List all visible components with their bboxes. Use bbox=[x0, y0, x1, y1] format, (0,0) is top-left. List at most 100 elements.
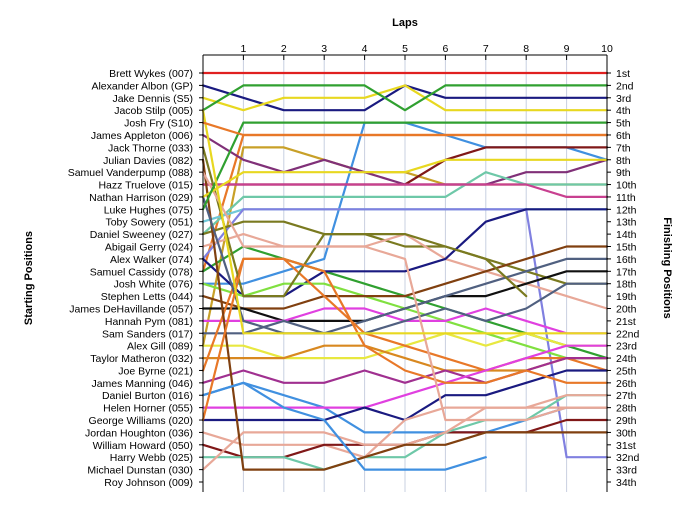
series-line bbox=[201, 121, 609, 211]
starting-position-label: Daniel Sweeney (027) bbox=[90, 229, 193, 241]
x-tick-label: 2 bbox=[281, 43, 287, 55]
finishing-position-label: 34th bbox=[616, 477, 637, 489]
series-line bbox=[201, 381, 487, 471]
finishing-position-label: 24th bbox=[616, 353, 637, 365]
finishing-position-label: 31st bbox=[616, 440, 636, 452]
series-line bbox=[201, 109, 609, 335]
finishing-position-label: 27th bbox=[616, 390, 637, 402]
finishing-position-label: 19th bbox=[616, 291, 637, 303]
finishing-position-label: 15th bbox=[616, 242, 637, 254]
starting-position-label: Josh Fry (S10) bbox=[124, 118, 193, 130]
series-line bbox=[201, 208, 609, 459]
x-tick-label: 5 bbox=[402, 43, 408, 55]
series-line bbox=[201, 84, 609, 112]
starting-position-label: George Williams (020) bbox=[89, 415, 193, 427]
starting-position-label: Jordan Houghton (036) bbox=[85, 427, 193, 439]
starting-position-label: James DeHavillande (057) bbox=[69, 303, 193, 315]
starting-position-label: Brett Wykes (007) bbox=[109, 68, 193, 80]
finishing-position-label: 1st bbox=[616, 68, 630, 80]
series-line bbox=[201, 146, 528, 298]
y-axis-title-left: Starting Positions bbox=[23, 231, 35, 325]
starting-position-label: Michael Dunstan (030) bbox=[87, 465, 193, 477]
finishing-position-label: 8th bbox=[616, 155, 631, 167]
series-line bbox=[201, 158, 609, 471]
starting-position-label: Samuel Vanderpump (088) bbox=[68, 167, 193, 179]
finishing-position-label: 7th bbox=[616, 142, 631, 154]
starting-position-label: William Howard (050) bbox=[93, 440, 193, 452]
series-line bbox=[201, 158, 609, 198]
starting-position-label: James Manning (046) bbox=[91, 378, 193, 390]
finishing-position-label: 18th bbox=[616, 279, 637, 291]
series-line bbox=[201, 406, 609, 459]
series-line bbox=[201, 183, 609, 198]
y-axis-title-right: Finishing Positions bbox=[661, 217, 673, 318]
series-line bbox=[201, 394, 609, 471]
finishing-position-label: 2nd bbox=[616, 80, 634, 92]
starting-position-label: Harry Webb (025) bbox=[110, 452, 193, 464]
finishing-position-label: 32nd bbox=[616, 452, 640, 464]
starting-position-label: James Appleton (006) bbox=[91, 130, 193, 142]
starting-position-label: Samuel Cassidy (078) bbox=[90, 266, 193, 278]
starting-position-label: Hazz Truelove (015) bbox=[98, 180, 193, 192]
finishing-position-label: 14th bbox=[616, 229, 637, 241]
series-line bbox=[201, 195, 609, 335]
series-line bbox=[201, 171, 609, 236]
x-tick-label: 4 bbox=[362, 43, 368, 55]
finishing-position-label: 10th bbox=[616, 180, 637, 192]
x-tick-label: 1 bbox=[240, 43, 246, 55]
finishing-position-label: 30th bbox=[616, 427, 637, 439]
starting-position-label: Alex Walker (074) bbox=[110, 254, 193, 266]
finishing-position-label: 17th bbox=[616, 266, 637, 278]
x-tick-label: 8 bbox=[523, 43, 529, 55]
finishing-position-label: 22nd bbox=[616, 328, 640, 340]
finishing-position-labels: 1st2nd3rd4th5th6th7th8th9th10th11th12th1… bbox=[616, 68, 640, 489]
starting-position-label: Hannah Pym (081) bbox=[105, 316, 193, 328]
starting-position-label: Taylor Matheron (032) bbox=[90, 353, 193, 365]
finishing-position-label: 25th bbox=[616, 365, 637, 377]
starting-position-label: Josh White (076) bbox=[114, 279, 193, 291]
x-tick-label: 6 bbox=[442, 43, 448, 55]
starting-position-label: Joe Byrne (021) bbox=[118, 365, 193, 377]
finishing-position-label: 33rd bbox=[616, 465, 637, 477]
starting-position-label: Helen Horner (055) bbox=[103, 403, 193, 415]
series-line bbox=[201, 257, 609, 422]
finishing-position-label: 23rd bbox=[616, 341, 637, 353]
starting-position-label: Jack Thorne (033) bbox=[108, 142, 193, 154]
series-line bbox=[201, 357, 609, 384]
finishing-position-label: 21st bbox=[616, 316, 636, 328]
finishing-position-label: 3rd bbox=[616, 93, 631, 105]
finishing-position-label: 6th bbox=[616, 130, 631, 142]
finishing-position-label: 29th bbox=[616, 415, 637, 427]
finishing-position-label: 12th bbox=[616, 204, 637, 216]
series-line bbox=[201, 121, 609, 137]
series-line bbox=[201, 245, 609, 310]
x-tick-label: 9 bbox=[564, 43, 570, 55]
starting-position-label: Roy Johnson (009) bbox=[104, 477, 193, 489]
series-line bbox=[201, 257, 609, 335]
x-tick-label: 3 bbox=[321, 43, 327, 55]
finishing-position-label: 5th bbox=[616, 118, 631, 130]
starting-position-label: Alex Gill (089) bbox=[127, 341, 193, 353]
starting-position-label: Abigail Gerry (024) bbox=[105, 242, 193, 254]
finishing-position-label: 16th bbox=[616, 254, 637, 266]
finishing-position-label: 4th bbox=[616, 105, 631, 117]
x-axis-title: Laps bbox=[392, 17, 418, 29]
starting-position-label: Luke Hughes (075) bbox=[104, 204, 193, 216]
starting-position-label: Nathan Harrison (029) bbox=[89, 192, 193, 204]
starting-position-label: Julian Davies (082) bbox=[103, 155, 193, 167]
starting-position-label: Jake Dennis (S5) bbox=[112, 93, 193, 105]
starting-position-label: Jacob Stilp (005) bbox=[114, 105, 193, 117]
x-tick-labels: 1 2 3 4 5 6 7 8 9 10 bbox=[240, 43, 613, 55]
starting-position-label: Daniel Burton (016) bbox=[102, 390, 193, 402]
finishing-position-label: 20th bbox=[616, 303, 637, 315]
x-tick-label: 7 bbox=[483, 43, 489, 55]
finishing-position-label: 26th bbox=[616, 378, 637, 390]
starting-position-labels: Brett Wykes (007)Alexander Albon (GP)Jak… bbox=[68, 68, 193, 489]
starting-position-label: Alexander Albon (GP) bbox=[91, 80, 193, 92]
finishing-position-label: 28th bbox=[616, 403, 637, 415]
finishing-position-label: 13th bbox=[616, 217, 637, 229]
finishing-position-label: 9th bbox=[616, 167, 631, 179]
series-layer bbox=[201, 71, 609, 471]
series-line bbox=[201, 171, 609, 422]
